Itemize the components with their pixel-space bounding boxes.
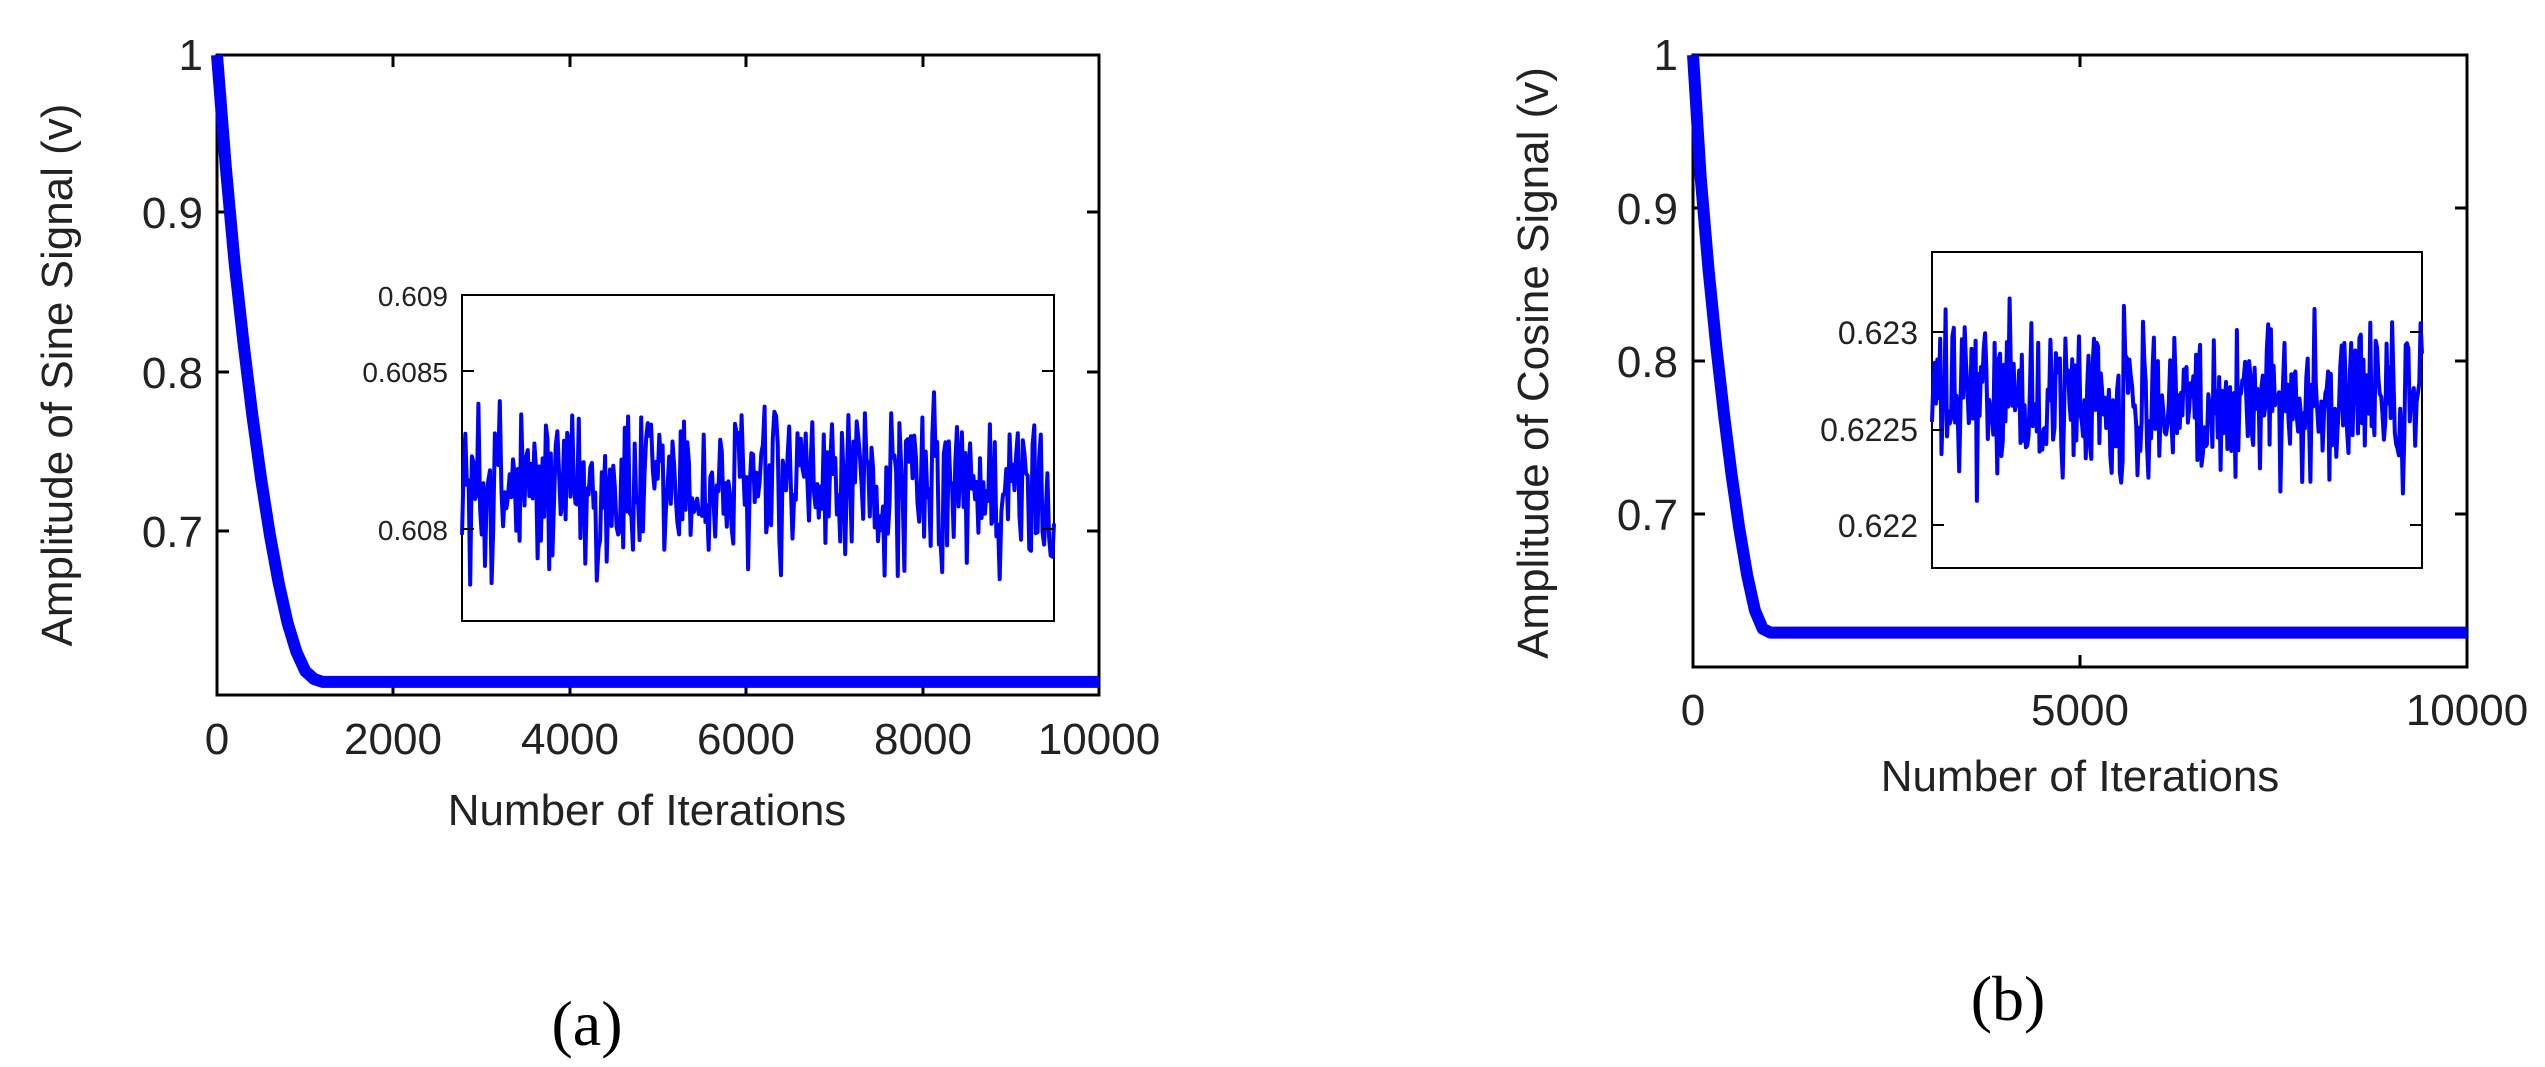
x-tick-label-a-1: 0 xyxy=(205,715,229,764)
y-axis-label-a: Amplitude of Sine Signal (v) xyxy=(33,104,82,647)
x-tick-label-b-2: 5000 xyxy=(2031,686,2129,735)
inset-series-line-a xyxy=(460,390,1056,587)
chart-panel-a: 1 0.9 0.8 0.7 0 2000 4000 6000 8000 1000… xyxy=(33,31,1160,1059)
y-tick-label-a-2: 0.9 xyxy=(142,189,203,238)
y-tick-label-a-3: 0.8 xyxy=(142,349,203,398)
inset-a: 0.609 0.6085 0.608 xyxy=(362,281,1056,622)
x-tick-label-a-4: 6000 xyxy=(697,715,795,764)
inset-y-tick-label-b-3: 0.622 xyxy=(1838,508,1918,544)
inset-y-tick-label-a-1: 0.609 xyxy=(378,281,448,312)
x-axis-label-b: Number of Iterations xyxy=(1881,752,2280,801)
x-tick-label-b-3: 10000 xyxy=(2406,686,2528,735)
y-tick-label-a-1: 1 xyxy=(179,31,203,80)
inset-y-tick-label-b-1: 0.623 xyxy=(1838,315,1918,351)
x-tick-label-a-5: 8000 xyxy=(874,715,972,764)
inset-y-tick-label-b-2: 0.6225 xyxy=(1820,412,1918,448)
x-tick-label-b-1: 0 xyxy=(1681,686,1705,735)
y-tick-label-b-2: 0.9 xyxy=(1617,185,1678,234)
y-tick-label-b-3: 0.8 xyxy=(1617,338,1678,387)
inset-y-tick-label-a-2: 0.6085 xyxy=(362,357,448,388)
panel-caption-a: (a) xyxy=(551,988,622,1059)
data-series-line-b xyxy=(1687,54,2467,639)
y-axis-label-b: Amplitude of Cosine Signal (v) xyxy=(1509,67,1558,659)
x-tick-label-a-3: 4000 xyxy=(521,715,619,764)
y-ticks-a xyxy=(217,210,1099,533)
x-tick-label-a-2: 2000 xyxy=(344,715,442,764)
inset-y-tick-label-a-3: 0.608 xyxy=(378,515,448,546)
y-tick-label-b-1: 1 xyxy=(1654,31,1678,80)
inset-b: 0.623 0.6225 0.622 xyxy=(1820,251,2424,569)
panel-caption-b: (b) xyxy=(1971,963,2046,1034)
x-axis-label-a: Number of Iterations xyxy=(448,786,847,835)
data-series-line-a xyxy=(211,54,1099,688)
x-tick-label-a-6: 10000 xyxy=(1038,715,1160,764)
chart-panel-b: 1 0.9 0.8 0.7 0 5000 10000 Number of Ite… xyxy=(1509,31,2528,1034)
y-tick-label-a-4: 0.7 xyxy=(142,508,203,557)
y-tick-label-b-4: 0.7 xyxy=(1617,491,1678,540)
inset-series-line-b xyxy=(1930,296,2424,503)
